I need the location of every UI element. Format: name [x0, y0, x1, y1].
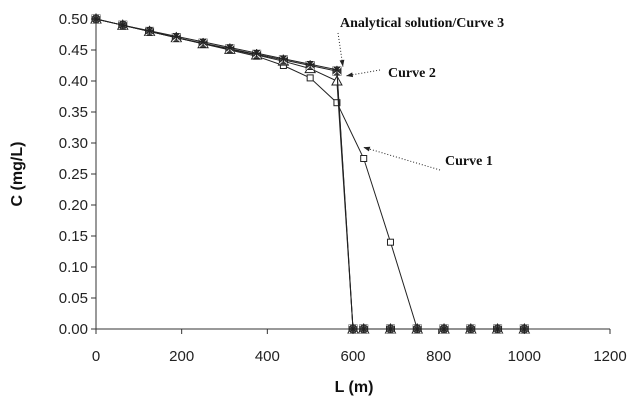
ann-curve1-arrowhead [363, 146, 371, 152]
y-tick-label: 0.15 [59, 228, 88, 245]
annotations: Analytical solution/Curve 3 Curve 2 Curve … [337, 16, 504, 171]
x-tick-label: 400 [255, 348, 280, 365]
ann-curve2-text: Curve 2 [388, 66, 436, 81]
data-point-asterisk [332, 65, 341, 74]
data-point-asterisk [413, 325, 422, 333]
data-point-asterisk [225, 43, 234, 52]
data-point-asterisk [493, 325, 502, 333]
x-axis-label: L (m) [335, 379, 374, 396]
x-tick-label: 1000 [508, 348, 541, 365]
data-point-asterisk [466, 325, 475, 333]
data-point-square [360, 155, 368, 162]
y-axis-label: C (mg/L) [9, 142, 26, 207]
x-axis-ticks: 0 200 400 600 800 1000 1200 [92, 329, 627, 365]
x-tick-label: 0 [92, 348, 100, 365]
y-tick-label: 0.40 [59, 73, 88, 90]
ann-analytical-text: Analytical solution/Curve 3 [340, 16, 504, 31]
y-tick-label: 0.50 [59, 11, 88, 28]
ann-curve2-arrowhead [346, 72, 354, 78]
y-tick-label: 0.25 [59, 166, 88, 183]
data-point-asterisk [349, 325, 357, 333]
data-point-asterisk [118, 21, 127, 30]
y-axis-ticks: 0.00 0.05 0.10 0.15 0.20 0.25 0.30 0.35 0.40 0.45… [59, 11, 96, 338]
ann-curve1-text: Curve 1 [445, 154, 493, 169]
series-line [95, 18, 525, 330]
axes [95, 19, 610, 330]
y-tick-label: 0.35 [59, 104, 88, 121]
data-point-asterisk [145, 26, 154, 35]
data-point-asterisk [306, 60, 315, 69]
data-point-triangle [331, 74, 343, 86]
y-tick-label: 0.05 [59, 290, 88, 307]
y-tick-label: 0.20 [59, 197, 88, 214]
data-point-asterisk [279, 54, 288, 63]
series-layer [90, 12, 531, 334]
x-tick-label: 800 [426, 348, 451, 365]
data-point-asterisk [386, 325, 395, 333]
y-tick-label: 0.30 [59, 135, 88, 152]
data-point-asterisk [172, 32, 181, 41]
data-point-asterisk [92, 15, 100, 23]
x-tick-label: 200 [169, 348, 194, 365]
x-tick-label: 1200 [593, 348, 626, 365]
y-tick-label: 0.45 [59, 42, 88, 59]
data-point-asterisk [520, 325, 529, 333]
ann-curve1-arrow [363, 146, 441, 171]
data-point-asterisk [359, 325, 368, 333]
data-point-square [306, 74, 314, 82]
data-point-asterisk [440, 325, 449, 333]
y-tick-label: 0.00 [59, 321, 88, 338]
data-point-asterisk [252, 49, 261, 58]
data-point-asterisk [199, 37, 208, 46]
data-point-square [386, 238, 394, 246]
y-tick-label: 0.10 [59, 259, 88, 276]
data-point-square [333, 99, 341, 107]
series-analytical-solution [92, 15, 529, 333]
x-tick-label: 600 [340, 348, 365, 365]
ann-analytical-arrowhead [339, 59, 345, 67]
